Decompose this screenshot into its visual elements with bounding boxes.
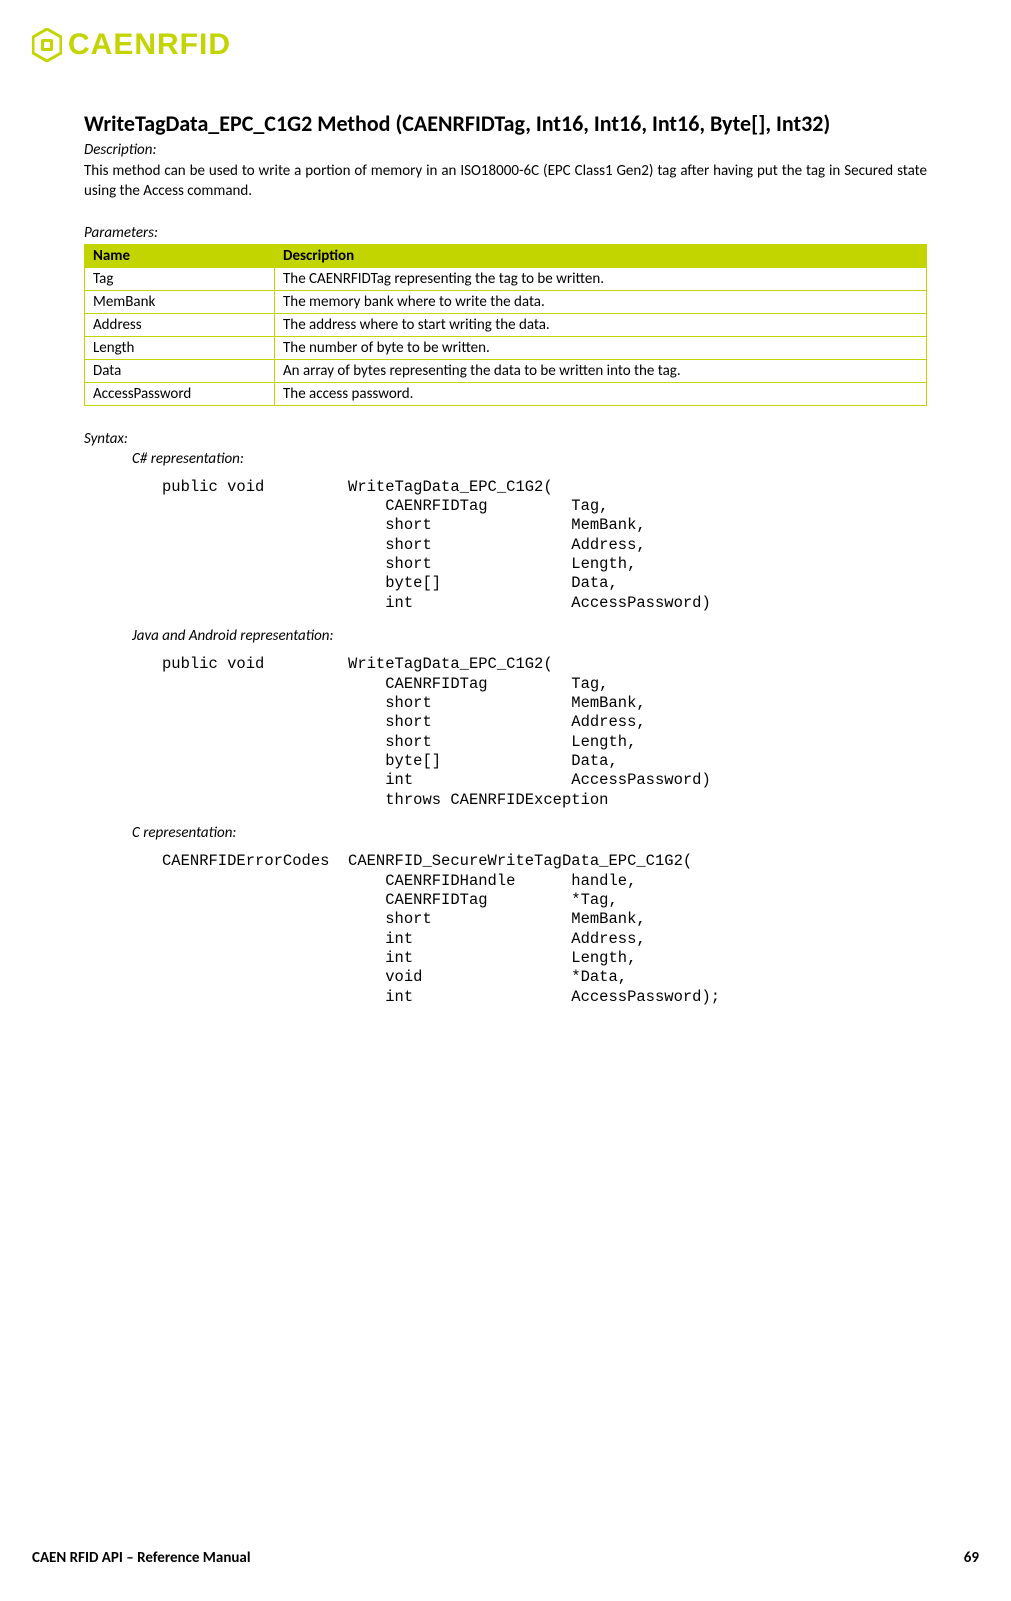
param-desc: The number of byte to be written.: [275, 336, 927, 359]
header-desc: Description: [275, 244, 927, 267]
c-code: CAENRFIDErrorCodes CAENRFID_SecureWriteT…: [162, 852, 927, 1007]
csharp-label: C# representation:: [132, 450, 927, 468]
table-row: MemBank The memory bank where to write t…: [85, 290, 927, 313]
param-name: Address: [85, 313, 275, 336]
logo-mark-icon: [32, 28, 62, 62]
table-row: AccessPassword The access password.: [85, 382, 927, 405]
logo: CAENRFID: [32, 28, 979, 62]
param-desc: The access password.: [275, 382, 927, 405]
csharp-code: public void WriteTagData_EPC_C1G2( CAENR…: [162, 478, 927, 614]
param-name: Length: [85, 336, 275, 359]
table-row: Tag The CAENRFIDTag representing the tag…: [85, 267, 927, 290]
param-name: Data: [85, 359, 275, 382]
syntax-label: Syntax:: [84, 430, 927, 448]
table-header-row: Name Description: [85, 244, 927, 267]
page-number: 69: [964, 1549, 979, 1567]
parameters-label: Parameters:: [84, 224, 927, 242]
c-label: C representation:: [132, 824, 927, 842]
content: WriteTagData_EPC_C1G2 Method (CAENRFIDTa…: [32, 110, 979, 1007]
footer: CAEN RFID API – Reference Manual 69: [32, 1549, 979, 1567]
java-code: public void WriteTagData_EPC_C1G2( CAENR…: [162, 655, 927, 810]
param-name: MemBank: [85, 290, 275, 313]
logo-text: CAENRFID: [68, 28, 231, 62]
page: CAENRFID WriteTagData_EPC_C1G2 Method (C…: [0, 0, 1011, 1601]
java-label: Java and Android representation:: [132, 627, 927, 645]
description-text: This method can be used to write a porti…: [84, 161, 927, 202]
description-label: Description:: [84, 141, 927, 159]
parameters-table: Name Description Tag The CAENRFIDTag rep…: [84, 244, 927, 406]
param-name: Tag: [85, 267, 275, 290]
param-desc: The memory bank where to write the data.: [275, 290, 927, 313]
param-desc: The address where to start writing the d…: [275, 313, 927, 336]
header-name: Name: [85, 244, 275, 267]
footer-title: CAEN RFID API – Reference Manual: [32, 1549, 251, 1567]
table-row: Data An array of bytes representing the …: [85, 359, 927, 382]
table-row: Address The address where to start writi…: [85, 313, 927, 336]
param-desc: The CAENRFIDTag representing the tag to …: [275, 267, 927, 290]
param-name: AccessPassword: [85, 382, 275, 405]
method-title: WriteTagData_EPC_C1G2 Method (CAENRFIDTa…: [84, 110, 927, 137]
table-row: Length The number of byte to be written.: [85, 336, 927, 359]
param-desc: An array of bytes representing the data …: [275, 359, 927, 382]
